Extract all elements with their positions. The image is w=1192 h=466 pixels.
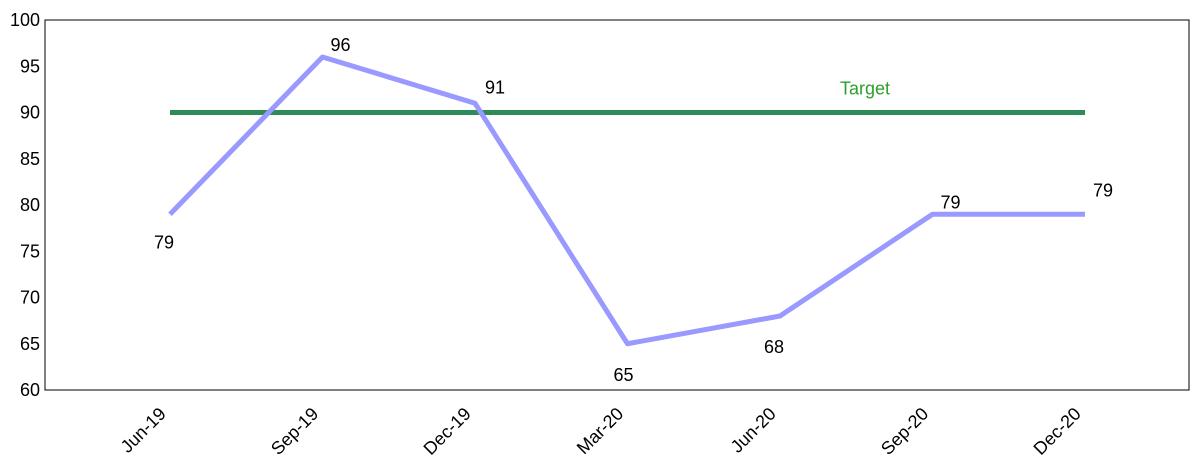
series-line <box>168 54 1085 347</box>
data-label: 91 <box>485 77 505 97</box>
x-tick-label: Mar-20 <box>573 404 627 458</box>
x-axis-ticks: Jun-19 Sep-19 Dec-19 Mar-20 Jun-20 Sep-20 Dec-… <box>117 404 1085 459</box>
data-label: 79 <box>940 192 960 212</box>
target-series: Target <box>170 79 1085 115</box>
y-tick-label: 90 <box>20 103 40 123</box>
plot-frame <box>44 19 1190 391</box>
target-label: Target <box>840 79 890 99</box>
x-tick-label: Sep-19 <box>267 404 322 459</box>
x-tick-label: Dec-19 <box>420 404 475 459</box>
x-tick-label: Jun-20 <box>727 404 780 457</box>
x-tick-label: Dec-20 <box>1030 404 1085 459</box>
y-axis-ticks: 60 65 70 75 80 85 90 95 100 <box>10 10 40 400</box>
data-label: 68 <box>764 337 784 357</box>
data-label: 96 <box>330 35 350 55</box>
y-tick-label: 75 <box>20 241 40 261</box>
x-tick-label: Jun-19 <box>117 404 170 457</box>
y-tick-label: 60 <box>20 380 40 400</box>
axes <box>44 19 1190 391</box>
y-tick-label: 65 <box>20 334 40 354</box>
y-tick-label: 100 <box>10 10 40 30</box>
data-label: 79 <box>154 232 174 252</box>
data-label: 79 <box>1093 180 1113 200</box>
main-series <box>168 54 1085 347</box>
y-tick-label: 80 <box>20 195 40 215</box>
y-tick-label: 95 <box>20 56 40 76</box>
y-tick-label: 70 <box>20 288 40 308</box>
data-label: 65 <box>613 365 633 385</box>
data-labels: 79 96 91 65 68 79 79 <box>154 35 1113 385</box>
x-tick-label: Sep-20 <box>877 404 932 459</box>
y-tick-label: 85 <box>20 149 40 169</box>
